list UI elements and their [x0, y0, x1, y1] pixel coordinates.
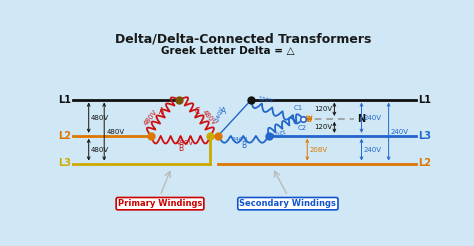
Text: L3: L3	[418, 131, 431, 141]
Text: 480V: 480V	[107, 129, 125, 135]
Text: Primary Windings: Primary Windings	[118, 199, 202, 208]
Text: 240V: 240V	[364, 115, 382, 121]
Text: 480V: 480V	[91, 147, 109, 153]
Text: Greek Letter Delta = △: Greek Letter Delta = △	[161, 46, 294, 57]
Text: 120V: 120V	[314, 106, 332, 112]
Text: 240V: 240V	[214, 106, 225, 123]
Text: C1: C1	[294, 105, 303, 111]
Text: B: B	[178, 144, 183, 153]
Text: 120V: 120V	[257, 96, 274, 104]
Text: N: N	[357, 114, 366, 124]
Text: Secondary Windings: Secondary Windings	[239, 199, 337, 208]
Text: L1: L1	[58, 95, 71, 105]
Text: L3: L3	[58, 158, 71, 169]
Text: 120V: 120V	[268, 127, 285, 136]
Text: B: B	[241, 141, 246, 150]
Text: 208V: 208V	[310, 147, 328, 153]
Text: Delta/Delta-Connected Transformers: Delta/Delta-Connected Transformers	[115, 33, 371, 46]
Text: C: C	[195, 107, 200, 116]
Text: 240V: 240V	[231, 137, 247, 142]
Text: 480V: 480V	[91, 115, 109, 121]
Text: L1: L1	[418, 95, 431, 105]
Text: A: A	[220, 107, 226, 116]
Text: 240V: 240V	[364, 147, 382, 153]
Text: L2: L2	[418, 158, 431, 169]
Text: 480V: 480V	[175, 140, 193, 146]
Text: C2: C2	[297, 125, 306, 131]
Text: 120V: 120V	[314, 124, 332, 130]
Text: 240V: 240V	[391, 129, 409, 135]
Text: 480V: 480V	[201, 109, 217, 126]
Text: 480V: 480V	[143, 109, 159, 127]
Text: A: A	[158, 107, 164, 116]
Text: L2: L2	[58, 131, 71, 141]
